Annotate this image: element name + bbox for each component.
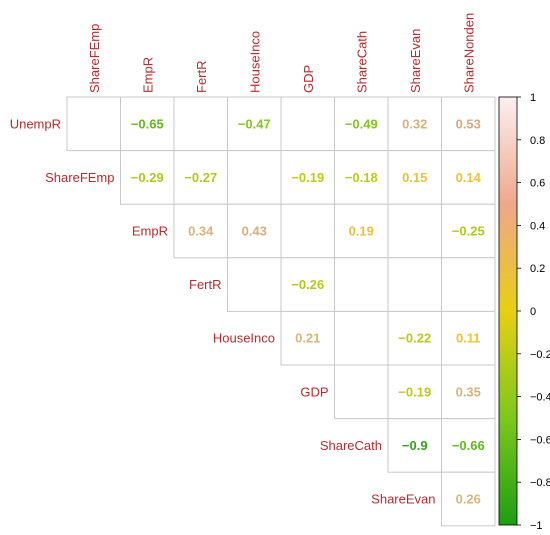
- grid-cell: [441, 364, 496, 420]
- row-label-fertr: FertR: [189, 277, 222, 292]
- row-label-houseinco: HouseInco: [213, 331, 275, 346]
- colorbar-tick-label: 0.4: [530, 220, 545, 232]
- cell-value: 0.43: [242, 224, 267, 239]
- cell-value: 0.21: [295, 331, 320, 346]
- cell-value: −0.9: [402, 438, 428, 453]
- grid-cell: [441, 150, 496, 205]
- row-label-shareevan: ShareEvan: [371, 492, 435, 507]
- grid-cell: [227, 96, 282, 152]
- column-label-sharenonden: ShareNonden: [461, 13, 476, 93]
- cell-value: −0.29: [131, 170, 164, 185]
- cell-value: −0.27: [184, 170, 217, 185]
- grid-cell: [387, 364, 442, 420]
- grid-cell: [227, 257, 282, 312]
- cell-value: −0.19: [291, 170, 324, 185]
- row-label-empr: EmpR: [132, 224, 168, 239]
- cell-value: 0.19: [349, 224, 374, 239]
- grid-cell: [334, 364, 389, 420]
- grid-cell: [334, 257, 389, 312]
- cell-value: −0.65: [131, 116, 164, 131]
- grid-cell: [280, 203, 335, 259]
- cell-value: −0.18: [345, 170, 378, 185]
- row-label-sharecath: ShareCath: [320, 438, 382, 453]
- row-label-gdp: GDP: [300, 384, 328, 399]
- grid-cell: [441, 471, 496, 527]
- grid-cell: [387, 203, 442, 259]
- column-label-fertr: FertR: [194, 61, 209, 94]
- column-label-sharecath: ShareCath: [354, 31, 369, 93]
- colorbar-gradient: [498, 96, 518, 526]
- column-label-gdp: GDP: [301, 65, 316, 93]
- row-label-unempr: UnempR: [10, 116, 61, 131]
- grid-cell: [334, 310, 389, 366]
- cell-value: 0.32: [402, 116, 427, 131]
- grid-cell: [387, 418, 442, 473]
- colorbar-tick-label: −0.2: [530, 349, 550, 361]
- column-label-houseinco: HouseInco: [247, 31, 262, 93]
- grid-cell: [66, 96, 121, 152]
- colorbar-tick-label: 0: [530, 306, 536, 318]
- colorbar-tick-label: −0.8: [530, 477, 550, 489]
- grid-cell: [280, 96, 335, 152]
- grid-cell: [280, 257, 335, 312]
- row-labels: UnempR ShareFEmp EmpR FertR HouseInco GDP Shar…: [10, 116, 436, 506]
- grid-cell: [120, 96, 175, 152]
- cell-value: −0.22: [398, 331, 431, 346]
- colorbar-tick-label: 0.6: [530, 178, 545, 190]
- grid-cell: [280, 150, 335, 205]
- grid-cell: [334, 96, 389, 152]
- colorbar-tick-label: 0.8: [530, 135, 545, 147]
- colorbar-tick-label: 1: [530, 92, 536, 104]
- cell-value: 0.35: [456, 384, 481, 399]
- grid-cell: [173, 96, 228, 152]
- grid-cell: [334, 203, 389, 259]
- cell-value: −0.25: [452, 224, 485, 239]
- colorbar: 1 0.8 0.6 0.4 0.2 0 −0.2 −0.4 −0.6 −0.8 −1: [498, 92, 550, 532]
- grid-cell: [280, 310, 335, 366]
- grid-layer: [66, 96, 496, 527]
- column-label-sharefemp: ShareFEmp: [87, 24, 102, 93]
- cell-value: −0.47: [238, 116, 271, 131]
- row-label-sharefemp: ShareFEmp: [45, 170, 114, 185]
- cell-value: 0.26: [456, 492, 481, 507]
- colorbar-tick-label: −0.6: [530, 434, 550, 446]
- grid-cell: [173, 203, 228, 259]
- cell-values: −0.65 −0.47 −0.49 0.32 0.53 −0.29 −0.27 −0.19 −0…: [131, 116, 485, 506]
- cell-value: −0.19: [398, 384, 431, 399]
- grid-cell: [120, 150, 175, 205]
- cell-value: −0.49: [345, 116, 378, 131]
- cell-value: 0.14: [456, 170, 482, 185]
- colorbar-tick-label: −1: [530, 520, 543, 532]
- grid-cell: [441, 257, 496, 312]
- grid-cell: [441, 418, 496, 473]
- cell-value: −0.26: [291, 277, 324, 292]
- cell-value: 0.53: [456, 116, 481, 131]
- cell-value: 0.11: [456, 331, 481, 346]
- grid-cell: [387, 257, 442, 312]
- colorbar-tick-label: −0.4: [530, 392, 550, 404]
- grid-cell: [387, 310, 442, 366]
- grid-cell: [227, 150, 282, 205]
- column-label-empr: EmpR: [140, 57, 155, 93]
- cell-value: 0.15: [402, 170, 427, 185]
- cell-value: 0.34: [188, 224, 214, 239]
- grid-cell: [387, 150, 442, 205]
- column-label-shareevan: ShareEvan: [408, 29, 423, 93]
- column-labels: ShareFEmp EmpR FertR HouseInco GDP ShareCath S…: [87, 13, 477, 93]
- cell-value: −0.66: [452, 438, 485, 453]
- grid-cell: [441, 310, 496, 366]
- colorbar-tick-label: 0.2: [530, 263, 545, 275]
